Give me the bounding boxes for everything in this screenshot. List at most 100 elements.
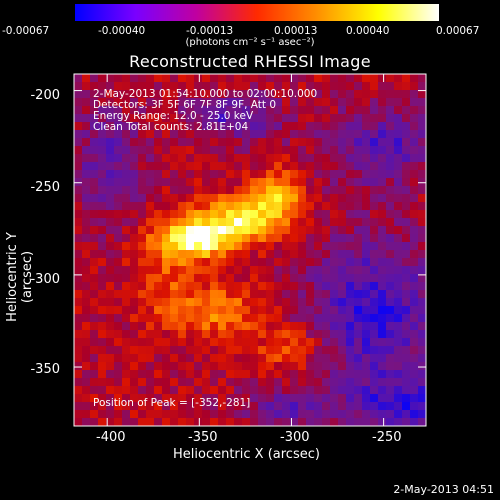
heatmap-cell: [386, 274, 395, 283]
heatmap-cell: [410, 298, 419, 307]
heatmap-cell: [242, 194, 251, 203]
heatmap-cell: [354, 98, 363, 107]
heatmap-cell: [378, 226, 387, 235]
heatmap-cell: [402, 106, 411, 115]
heatmap-cell: [82, 186, 91, 195]
heatmap-cell: [290, 274, 299, 283]
x-tick-label: -250: [372, 430, 402, 445]
heatmap-cell: [202, 266, 211, 275]
x-tick-label: -300: [280, 430, 310, 445]
heatmap-cell: [114, 290, 123, 299]
heatmap-cell: [82, 90, 91, 99]
heatmap-cell: [338, 218, 347, 227]
heatmap-cell: [266, 234, 275, 243]
heatmap-cell: [170, 338, 179, 347]
heatmap-cell: [314, 378, 323, 387]
heatmap-cell: [170, 90, 179, 99]
heatmap-cell: [74, 354, 83, 363]
heatmap-cell: [130, 378, 139, 387]
heatmap-cell: [186, 418, 195, 427]
heatmap-cell: [178, 226, 187, 235]
heatmap-cell: [298, 402, 307, 411]
heatmap-cell: [330, 162, 339, 171]
heatmap-cell: [402, 394, 411, 403]
heatmap-cell: [402, 274, 411, 283]
heatmap-cell: [122, 258, 131, 267]
heatmap-cell: [170, 82, 179, 91]
heatmap-cell: [114, 362, 123, 371]
heatmap-cell: [346, 210, 355, 219]
heatmap-cell: [154, 162, 163, 171]
heatmap-cell: [330, 210, 339, 219]
heatmap-cell: [210, 114, 219, 123]
heatmap-cell: [290, 218, 299, 227]
heatmap-cell: [322, 306, 331, 315]
heatmap-cell: [274, 154, 283, 163]
heatmap-cell: [242, 330, 251, 339]
heatmap-cell: [298, 170, 307, 179]
heatmap-cell: [154, 130, 163, 139]
heatmap-cell: [410, 410, 419, 419]
heatmap-cell: [82, 130, 91, 139]
heatmap-cell: [378, 418, 387, 427]
heatmap-cell: [218, 258, 227, 267]
heatmap-cell: [98, 194, 107, 203]
heatmap-cell: [130, 162, 139, 171]
heatmap-cell: [130, 154, 139, 163]
heatmap-cell: [90, 130, 99, 139]
heatmap-cell: [354, 330, 363, 339]
heatmap-cell: [418, 82, 427, 91]
heatmap-cell: [106, 90, 115, 99]
heatmap-cell: [218, 362, 227, 371]
heatmap-cell: [394, 154, 403, 163]
heatmap-cell: [370, 250, 379, 259]
heatmap-cell: [298, 98, 307, 107]
colorbar-unit-label: (photons cm⁻² s⁻¹ asec⁻²): [185, 37, 315, 48]
heatmap-cell: [122, 210, 131, 219]
heatmap-cell: [298, 362, 307, 371]
heatmap-cell: [218, 394, 227, 403]
heatmap-cell: [90, 162, 99, 171]
heatmap-cell: [162, 74, 171, 83]
heatmap-cell: [354, 202, 363, 211]
heatmap-cell: [202, 114, 211, 123]
heatmap-cell: [338, 314, 347, 323]
heatmap-cell: [114, 186, 123, 195]
heatmap-cell: [106, 178, 115, 187]
heatmap-cell: [74, 394, 83, 403]
heatmap-cell: [98, 362, 107, 371]
heatmap-cell: [138, 98, 147, 107]
heatmap-cell: [162, 338, 171, 347]
heatmap-cell: [258, 274, 267, 283]
heatmap-cell: [114, 378, 123, 387]
heatmap-cell: [338, 386, 347, 395]
heatmap-cell: [122, 98, 131, 107]
heatmap-cell: [130, 106, 139, 115]
heatmap-cell: [234, 114, 243, 123]
heatmap-cell: [378, 82, 387, 91]
heatmap-cell: [162, 354, 171, 363]
heatmap-cell: [402, 186, 411, 195]
heatmap-cell: [322, 298, 331, 307]
heatmap-cell: [154, 402, 163, 411]
heatmap-cell: [202, 282, 211, 291]
heatmap-cell: [306, 346, 315, 355]
heatmap-cell: [202, 74, 211, 83]
heatmap-cell: [202, 106, 211, 115]
heatmap-cell: [218, 202, 227, 211]
heatmap-cell: [154, 218, 163, 227]
heatmap-cell: [290, 194, 299, 203]
heatmap-cell: [370, 234, 379, 243]
heatmap-cell: [154, 322, 163, 331]
heatmap-cell: [370, 186, 379, 195]
heatmap-cell: [130, 418, 139, 427]
heatmap-cell: [346, 154, 355, 163]
heatmap-cell: [202, 82, 211, 91]
heatmap-cell: [194, 250, 203, 259]
heatmap-cell: [202, 378, 211, 387]
heatmap-cell: [418, 370, 427, 379]
heatmap-cell: [202, 338, 211, 347]
heatmap-cell: [114, 330, 123, 339]
y-tick-label: -250: [30, 180, 60, 195]
heatmap-cell: [106, 162, 115, 171]
